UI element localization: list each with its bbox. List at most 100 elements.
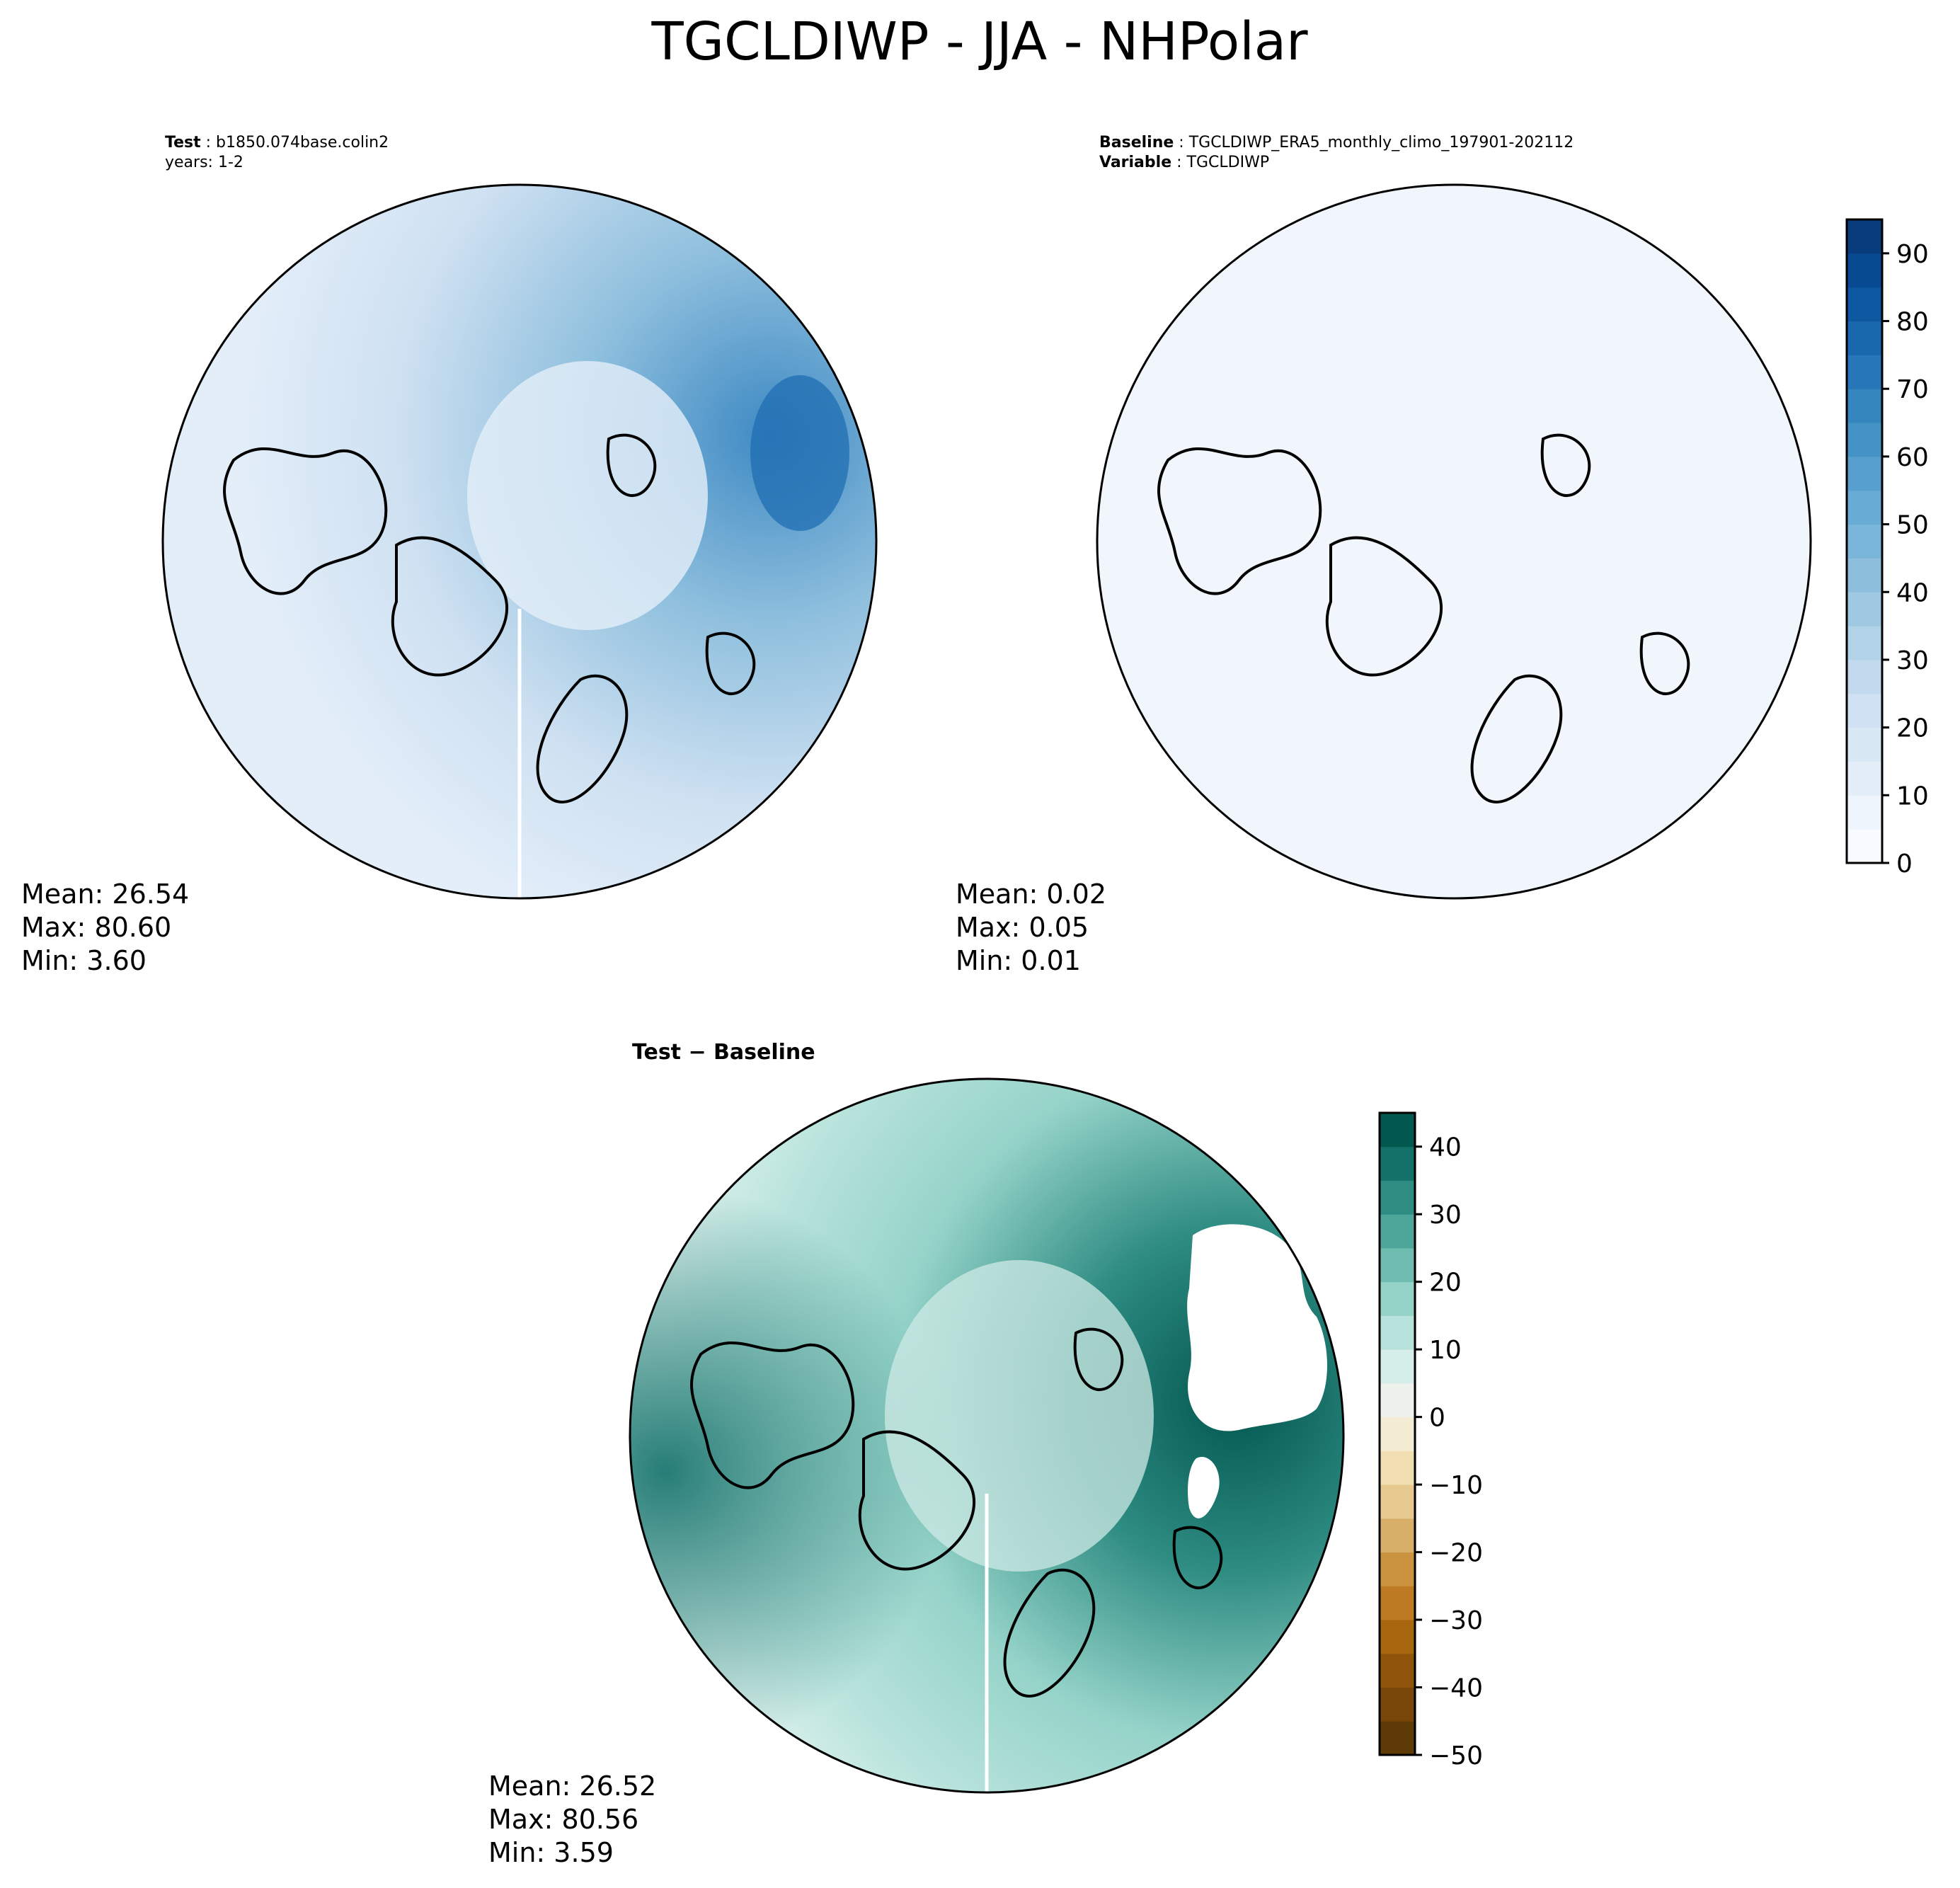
test-min: Min: 3.60 <box>21 945 147 976</box>
blues-colorbar-segment <box>1847 355 1882 389</box>
blues-colorbar-tick-label: 90 <box>1896 240 1929 269</box>
blues-colorbar-tick-label: 40 <box>1896 578 1929 607</box>
test-label-key: Test <box>165 134 201 151</box>
diff-min: Min: 3.59 <box>488 1837 614 1868</box>
blues-colorbar-tick-label: 80 <box>1896 308 1929 337</box>
brbg-colorbar-segment <box>1380 1180 1415 1215</box>
blues-colorbar-segment <box>1847 558 1882 593</box>
baseline-label: Baseline : TGCLDIWP_ERA5_monthly_climo_1… <box>1099 134 1574 151</box>
test-map-arctic-low <box>467 361 708 630</box>
brbg-colorbar-segment <box>1380 1518 1415 1553</box>
test-map-coastlines <box>223 433 756 803</box>
brbg-colorbar-tick-label: −50 <box>1429 1741 1483 1770</box>
blues-colorbar-tick-label: 20 <box>1896 714 1929 743</box>
brbg-colorbar-segment <box>1380 1349 1415 1384</box>
baseline-case-name: TGCLDIWP_ERA5_monthly_climo_197901-20211… <box>1188 134 1574 151</box>
brbg-colorbar-segment <box>1380 1687 1415 1722</box>
blues-colorbar-segment <box>1847 626 1882 660</box>
test-years: years: 1-2 <box>165 154 243 171</box>
baseline-mean: Mean: 0.02 <box>956 879 1106 910</box>
test-label: Test : b1850.074base.colin2 <box>165 134 389 151</box>
brbg-colorbar-tick-label: −40 <box>1429 1674 1483 1703</box>
brbg-colorbar-frame <box>1378 1111 1416 1756</box>
blues-colorbar-segment <box>1847 693 1882 728</box>
baseline-map-field <box>1097 185 1811 898</box>
brbg-colorbar: −50 −40 −30 −20 −10 0 10 20 30 40 <box>1378 1111 1483 1770</box>
figure-title: TGCLDIWP - JJA - NHPolar <box>651 11 1308 72</box>
brbg-colorbar-segment <box>1380 1417 1415 1451</box>
test-panel: Test : b1850.074base.colin2 years: 1-2 M… <box>21 134 878 976</box>
diff-max: Max: 80.56 <box>488 1804 638 1835</box>
blues-colorbar-segment <box>1847 795 1882 830</box>
brbg-colorbar-segment <box>1380 1586 1415 1620</box>
brbg-colorbar-tick-label: −10 <box>1429 1471 1483 1500</box>
blues-colorbar-segment <box>1847 389 1882 423</box>
diff-map-boundary <box>629 1077 1345 1794</box>
test-max: Max: 80.60 <box>21 912 171 943</box>
blues-colorbar: 0 10 20 30 40 50 60 70 80 90 <box>1845 218 1929 879</box>
brbg-colorbar-segment <box>1380 1146 1415 1181</box>
baseline-max: Max: 0.05 <box>956 912 1089 943</box>
brbg-colorbar-tick-label: 30 <box>1429 1201 1462 1230</box>
diff-map-missing-region <box>1187 1224 1327 1518</box>
blues-colorbar-segment <box>1847 423 1882 457</box>
brbg-colorbar-segment <box>1380 1451 1415 1485</box>
brbg-colorbar-segment <box>1380 1653 1415 1688</box>
blues-colorbar-segment <box>1847 524 1882 559</box>
brbg-colorbar-segment <box>1380 1281 1415 1316</box>
brbg-colorbar-tick-label: 10 <box>1429 1336 1462 1365</box>
blues-colorbar-tick-label: 50 <box>1896 511 1929 540</box>
blues-colorbar-tick-label: 0 <box>1896 849 1913 879</box>
blues-colorbar-segment <box>1847 659 1882 694</box>
baseline-map <box>1096 183 1812 900</box>
brbg-colorbar-segment <box>1380 1484 1415 1519</box>
blues-colorbar-segment <box>1847 727 1882 762</box>
baseline-variable: Variable : TGCLDIWP <box>1099 154 1269 171</box>
brbg-colorbar-tick-label: −30 <box>1429 1606 1483 1635</box>
baseline-map-coastlines <box>1157 433 1690 803</box>
blues-colorbar-tick-label: 70 <box>1896 375 1929 404</box>
brbg-colorbar-segment <box>1380 1315 1415 1350</box>
blues-colorbar-segment <box>1847 219 1882 254</box>
blues-colorbar-segment <box>1847 321 1882 355</box>
brbg-colorbar-tick-label: 0 <box>1429 1404 1445 1433</box>
baseline-variable-key: Variable <box>1099 154 1171 171</box>
blues-colorbar-segment <box>1847 829 1882 864</box>
blues-colorbar-segment <box>1847 287 1882 322</box>
diff-title: Test − Baseline <box>632 1040 815 1065</box>
diff-map-arctic-low <box>885 1260 1154 1572</box>
baseline-label-sep: : <box>1174 134 1188 151</box>
diff-panel: Test − Baseline Mean: 26.52 Max: 80.56 M… <box>488 1040 1345 1868</box>
brbg-colorbar-segment <box>1380 1247 1415 1283</box>
brbg-colorbar-segment <box>1380 1620 1415 1654</box>
test-case-name: b1850.074base.colin2 <box>216 134 389 151</box>
test-label-sep: : <box>201 134 216 151</box>
brbg-colorbar-tick-label: −20 <box>1429 1539 1483 1568</box>
brbg-colorbar-tick-label: 20 <box>1429 1269 1462 1298</box>
blues-colorbar-segment <box>1847 456 1882 491</box>
diff-map-coastlines <box>690 1327 1223 1698</box>
brbg-colorbar-segment <box>1380 1383 1415 1418</box>
blues-colorbar-frame <box>1845 218 1884 864</box>
baseline-map-boundary <box>1096 183 1812 900</box>
blues-colorbar-segment <box>1847 592 1882 627</box>
baseline-variable-value: TGCLDIWP <box>1186 154 1270 171</box>
test-map-high-core <box>750 375 849 531</box>
brbg-colorbar-tick-label: 40 <box>1429 1133 1462 1162</box>
blues-colorbar-segment <box>1847 761 1882 796</box>
blues-colorbar-segment <box>1847 490 1882 525</box>
blues-colorbar-tick-label: 60 <box>1896 443 1929 472</box>
brbg-colorbar-segment <box>1380 1113 1415 1148</box>
test-map-boundary <box>161 183 878 900</box>
blues-colorbar-tick-label: 10 <box>1896 782 1929 811</box>
brbg-colorbar-segment <box>1380 1721 1415 1756</box>
brbg-colorbar-segment <box>1380 1214 1415 1249</box>
test-map <box>161 183 878 900</box>
baseline-min: Min: 0.01 <box>956 945 1081 976</box>
diff-mean: Mean: 26.52 <box>488 1770 656 1802</box>
baseline-variable-sep: : <box>1171 154 1186 171</box>
baseline-label-key: Baseline <box>1099 134 1174 151</box>
blues-colorbar-tick-label: 30 <box>1896 646 1929 675</box>
baseline-panel: Baseline : TGCLDIWP_ERA5_monthly_climo_1… <box>956 134 1812 976</box>
